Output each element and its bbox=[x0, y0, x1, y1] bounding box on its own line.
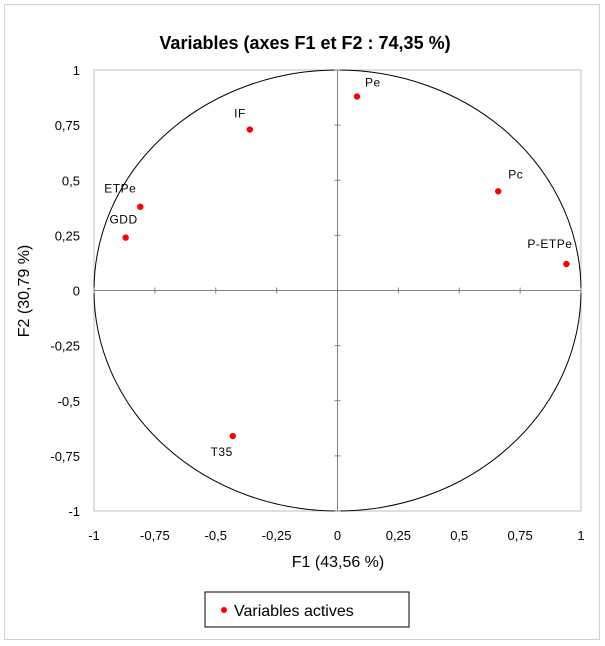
data-point-pe bbox=[353, 93, 361, 100]
data-point-pc bbox=[495, 188, 502, 195]
x-tick-label: 0,25 bbox=[386, 528, 411, 543]
x-axis-title: F1 (43,56 %) bbox=[292, 554, 384, 571]
x-tick-label: 0,5 bbox=[450, 528, 468, 543]
point-label-gdd: GDD bbox=[109, 213, 137, 227]
point-label-etpe: ETPe bbox=[104, 182, 136, 196]
x-tick-label: 0 bbox=[334, 528, 341, 543]
ticks-layer: -1 -0,75 -0,5 -0,25 0 0,25 0,5 0,75 1 -1 -0,75 -0,5… bbox=[50, 63, 584, 543]
legend: Variables actives bbox=[204, 591, 410, 628]
legend-box bbox=[204, 591, 410, 628]
point-label-pc: Pc bbox=[508, 167, 523, 181]
chart-frame: Variables (axes F1 et F2 : 74,35 %) -1 -0… bbox=[4, 4, 600, 640]
y-tick-label: -0,75 bbox=[50, 449, 80, 464]
points-layer: Pe IF Pc ETPe GDD P-ETPe T35 bbox=[104, 75, 572, 459]
y-tick-label: -0,5 bbox=[58, 394, 80, 409]
data-point-if bbox=[246, 126, 254, 133]
y-tick-label: 0,5 bbox=[62, 173, 80, 188]
y-tick-label: 1 bbox=[73, 63, 80, 78]
x-tick-label: -1 bbox=[88, 528, 100, 543]
point-label-p-etpe: P-ETPe bbox=[527, 237, 572, 251]
legend-label: Variables actives bbox=[234, 603, 354, 620]
point-label-t35: T35 bbox=[211, 445, 233, 459]
data-point-p-etpe bbox=[563, 260, 570, 268]
x-tick-label: 1 bbox=[577, 528, 584, 543]
x-tick-label: 0,75 bbox=[507, 528, 532, 543]
x-tick-label: -0,5 bbox=[205, 528, 227, 543]
x-tick-label: -0,25 bbox=[262, 528, 292, 543]
point-label-pe: Pe bbox=[365, 75, 381, 89]
y-tick-label: 0 bbox=[73, 284, 80, 299]
y-tick-label: -0,25 bbox=[50, 339, 80, 354]
chart-svg: Variables (axes F1 et F2 : 74,35 %) -1 -0… bbox=[16, 33, 585, 628]
chart-title: Variables (axes F1 et F2 : 74,35 %) bbox=[159, 33, 450, 53]
x-tick-label: -0,75 bbox=[140, 528, 170, 543]
point-label-if: IF bbox=[234, 107, 246, 121]
y-tick-label: 0,75 bbox=[55, 118, 80, 133]
data-point-gdd bbox=[122, 234, 129, 241]
y-tick-label: -1 bbox=[68, 504, 80, 519]
y-tick-label: 0,25 bbox=[55, 228, 80, 243]
data-point-t35 bbox=[229, 432, 236, 440]
data-point-etpe bbox=[137, 203, 144, 210]
y-axis-title: F2 (30,79 %) bbox=[16, 245, 33, 337]
legend-marker bbox=[221, 607, 227, 613]
